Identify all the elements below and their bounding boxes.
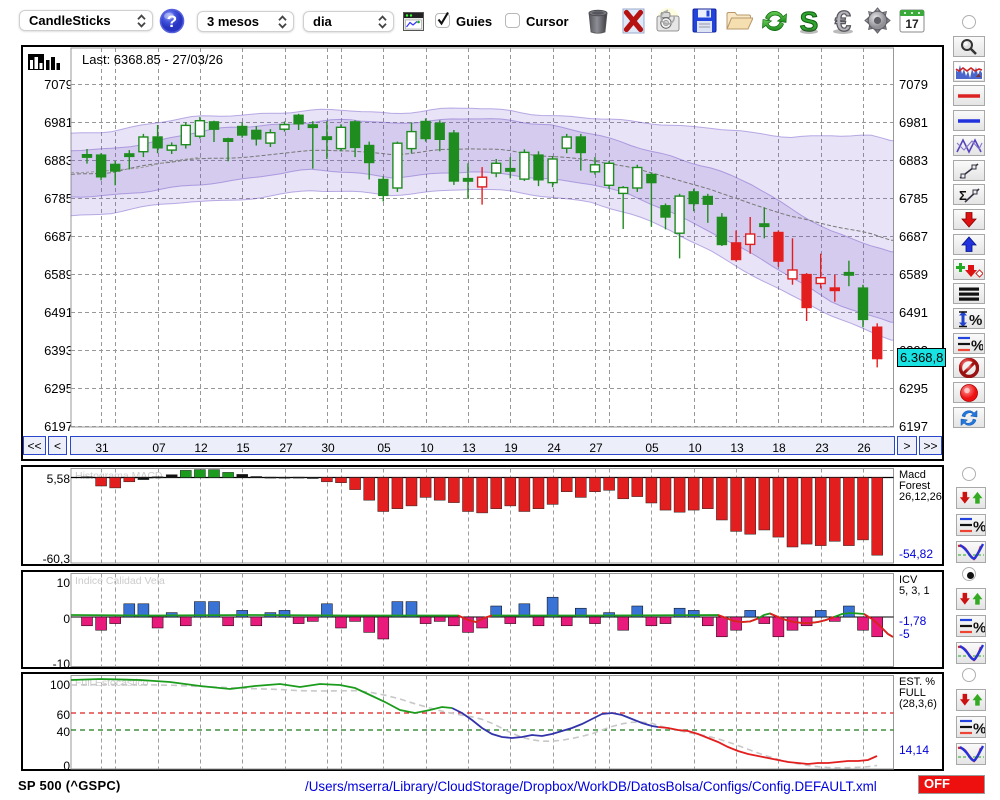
svg-text:%: % — [973, 620, 985, 636]
svg-text:17: 17 — [905, 17, 919, 31]
svg-text:%: % — [969, 312, 982, 328]
svg-text:S: S — [800, 7, 819, 35]
svg-text:Indice Calidad Vela: Indice Calidad Vela — [75, 575, 165, 587]
svg-text:%: % — [973, 519, 985, 535]
svg-text:%: % — [971, 337, 983, 353]
svg-text:%: % — [973, 721, 985, 737]
svg-text:?: ? — [167, 12, 177, 31]
svg-text:€: € — [835, 7, 851, 35]
svg-text:Σ: Σ — [959, 188, 967, 203]
